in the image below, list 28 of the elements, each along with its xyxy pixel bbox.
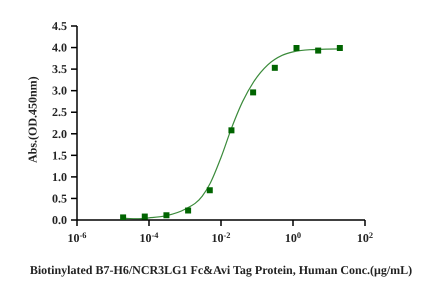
y-tick-label: 4.0 bbox=[52, 40, 67, 55]
y-tick-label: 4.5 bbox=[52, 19, 67, 33]
x-tick-label: 10$^{0}$ bbox=[284, 230, 302, 245]
point bbox=[315, 48, 322, 54]
y-tick-label: 1.0 bbox=[52, 170, 67, 184]
y-tick-label: 3.5 bbox=[52, 62, 67, 76]
point bbox=[120, 214, 126, 220]
x-tick-label: 10$^{-2}$ bbox=[212, 230, 230, 245]
y-tick-label: 2.5 bbox=[52, 105, 67, 120]
point bbox=[336, 44, 343, 51]
point bbox=[250, 89, 256, 96]
y-tick-label: 2.0 bbox=[52, 126, 67, 141]
x-tick-label: 10$^{-4}$ bbox=[140, 230, 160, 245]
y-axis-title: Abs.(OD.450nm) bbox=[25, 76, 40, 163]
point bbox=[163, 212, 170, 218]
point bbox=[272, 64, 278, 71]
point bbox=[185, 208, 192, 214]
x-axis-title: Biotinylated B7-H6/NCR3LG1 Fc&Avi Tag Protein, Human Conc.(μg/mL) bbox=[30, 263, 412, 277]
y-tick-label: 0.5 bbox=[52, 191, 67, 206]
point bbox=[293, 44, 300, 51]
point bbox=[228, 127, 234, 134]
x-tick-label: 10$^{2}$ bbox=[356, 230, 374, 245]
y-tick-label: 1.5 bbox=[52, 148, 67, 162]
point bbox=[142, 214, 148, 220]
point bbox=[206, 187, 213, 194]
y-tick-label: 3.0 bbox=[52, 84, 67, 98]
y-tick-label: 0.0 bbox=[52, 213, 67, 227]
x-tick-label: 10$^{-6}$ bbox=[68, 230, 86, 245]
